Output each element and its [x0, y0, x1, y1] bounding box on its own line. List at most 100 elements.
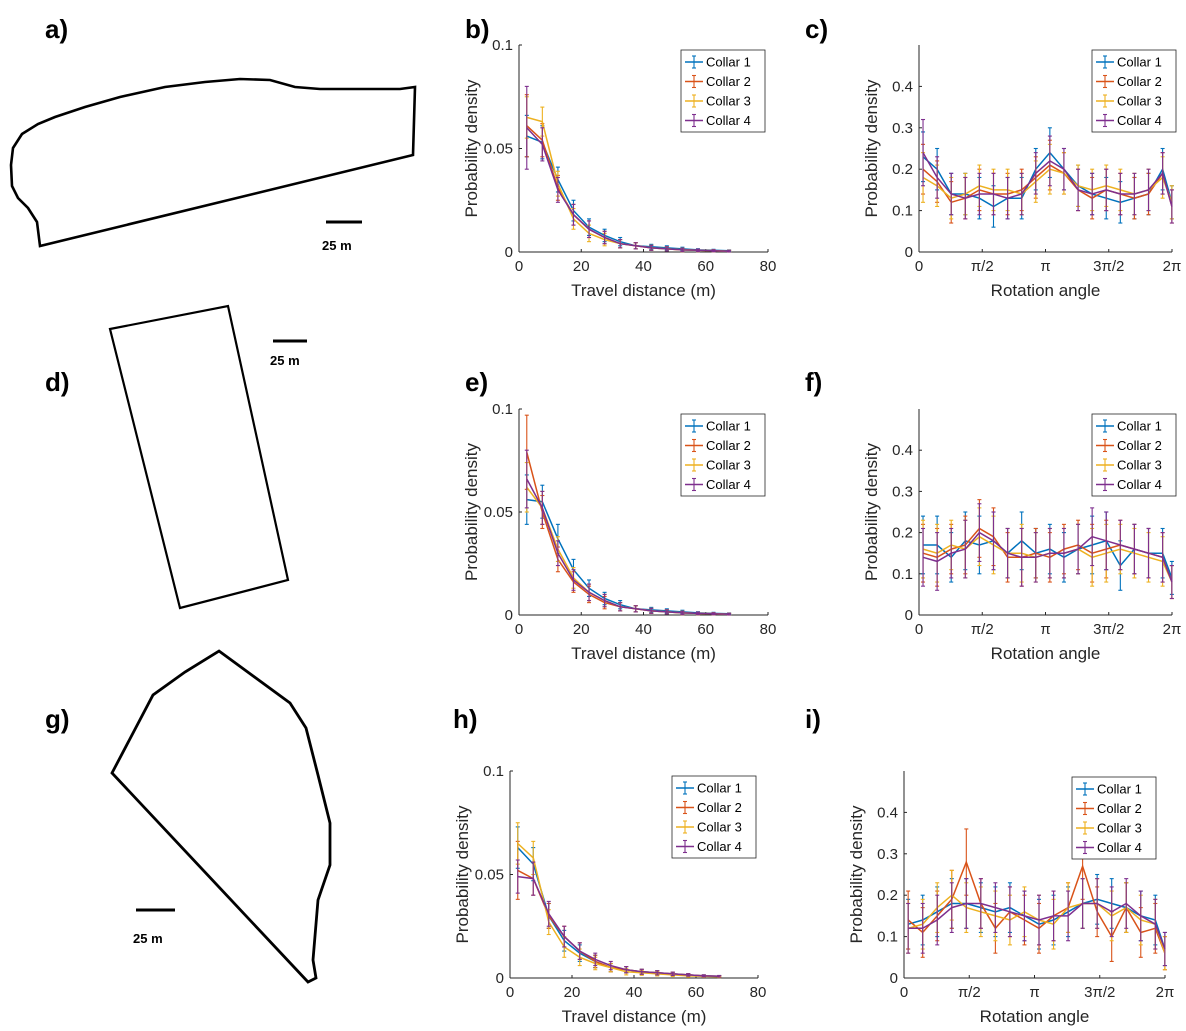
legend-label: Collar 2: [697, 800, 742, 815]
error-bar: [577, 942, 582, 960]
x-tick-label: 3π/2: [1093, 621, 1124, 638]
x-tick-label: 40: [626, 984, 643, 1001]
panel-label-a: a): [45, 14, 68, 44]
legend-label: Collar 3: [706, 458, 751, 473]
error-bar: [1061, 527, 1066, 579]
chart-panels: b) 0 20 40 60 80 0 0.05 0.1 Travel distance (m) Pr…: [453, 14, 1181, 1026]
error-bar: [1076, 168, 1081, 212]
error-bar: [695, 248, 700, 253]
y-tick-label: 0.2: [892, 525, 913, 542]
y-tick-label: 0: [505, 607, 513, 624]
chart-f: f) 0 π/2 π 3π/2 2π 0 0.1 0.2 0.3 0.4 Rotation angle…: [805, 367, 1181, 663]
error-bar: [1090, 507, 1095, 567]
legend-label: Collar 1: [697, 781, 742, 796]
series-2: [921, 139, 1174, 224]
series-4: [921, 118, 1174, 224]
legend-entry: Collar 4: [676, 839, 742, 854]
legend-entry: Collar 2: [1096, 74, 1162, 89]
legend-entry: Collar 1: [1096, 55, 1162, 70]
series-line: [526, 135, 730, 252]
error-bar: [1169, 565, 1174, 600]
x-tick-label: 80: [760, 258, 777, 275]
legend: Collar 1 Collar 2 Collar 3 Collar 4: [1091, 49, 1177, 133]
error-bar: [1033, 152, 1038, 195]
error-bar: [618, 602, 623, 612]
legend-label: Collar 3: [1117, 94, 1162, 109]
legend-entry: Collar 4: [1096, 113, 1162, 128]
error-bar: [977, 503, 982, 562]
series-4: [524, 449, 732, 616]
error-bar: [1132, 172, 1137, 216]
error-bar: [727, 249, 732, 253]
chart-i: i) 0 π/2 π 3π/2 2π 0 0.1 0.2 0.3 0.4 Rotation angle…: [805, 704, 1174, 1026]
chart-b: b) 0 20 40 60 80 0 0.05 0.1 Travel distance (m) Pr…: [462, 14, 776, 300]
error-bar: [963, 519, 968, 579]
y-axis-label: Probability density: [862, 79, 881, 217]
legend-label: Collar 1: [1097, 782, 1142, 797]
error-bar: [991, 172, 996, 216]
error-bar: [711, 249, 716, 253]
error-bar: [649, 244, 654, 251]
error-bar: [546, 900, 551, 927]
error-bar: [935, 156, 940, 199]
legend-entry: Collar 2: [676, 800, 742, 815]
x-tick-label: π: [1040, 621, 1050, 638]
x-tick-label: π: [1029, 984, 1039, 1001]
error-bar: [655, 970, 660, 976]
error-bar: [1005, 527, 1010, 579]
y-axis-label: Probability density: [462, 443, 481, 581]
legend-entry: Collar 1: [685, 419, 751, 434]
panel-label-d: d): [45, 367, 70, 397]
x-tick-label: π/2: [958, 984, 981, 1001]
error-bar: [963, 176, 968, 220]
error-bar: [1124, 878, 1129, 929]
legend-box: [1071, 776, 1157, 860]
legend-label: Collar 3: [706, 94, 751, 109]
error-bar: [991, 511, 996, 571]
legend-label: Collar 1: [706, 55, 751, 70]
error-bar: [993, 882, 998, 934]
error-bar: [587, 583, 592, 602]
error-bar: [964, 878, 969, 929]
legend-box: [680, 49, 766, 133]
x-tick-label: 3π/2: [1084, 984, 1115, 1001]
y-tick-label: 0.4: [877, 804, 898, 821]
legend: Collar 1 Collar 2 Collar 3 Collar 4: [671, 775, 757, 859]
x-tick-label: 20: [564, 984, 581, 1001]
panel-label-i: i): [805, 704, 821, 734]
x-axis-label: Travel distance (m): [571, 644, 716, 663]
error-bar: [587, 220, 592, 239]
error-bar: [949, 172, 954, 216]
error-bar: [1095, 878, 1100, 929]
scale-label-d: 25 m: [270, 353, 300, 368]
x-tick-label: 0: [900, 984, 908, 1001]
legend-entry: Collar 3: [685, 94, 751, 109]
error-bar: [1080, 878, 1085, 929]
error-bar: [555, 540, 560, 567]
legend-entry: Collar 2: [1096, 438, 1162, 453]
error-bar: [717, 974, 722, 978]
error-bar: [1005, 176, 1010, 220]
error-bar: [1090, 172, 1095, 216]
y-tick-label: 0.05: [484, 141, 513, 158]
series-4: [515, 859, 722, 978]
error-bar: [515, 859, 520, 894]
legend: Collar 1 Collar 2 Collar 3 Collar 4: [680, 49, 766, 133]
x-tick-label: 0: [515, 258, 523, 275]
series-line: [517, 869, 720, 978]
error-bar: [664, 609, 669, 615]
x-tick-label: 60: [697, 621, 714, 638]
error-bar: [1118, 519, 1123, 571]
legend-box: [680, 413, 766, 497]
x-tick-label: π/2: [971, 621, 994, 638]
error-bar: [1022, 890, 1027, 942]
panel-label-e: e): [465, 367, 488, 397]
panel-label-c: c): [805, 14, 828, 44]
legend-label: Collar 4: [706, 477, 751, 492]
error-bar: [1061, 147, 1066, 191]
error-bar: [695, 611, 700, 616]
y-tick-label: 0: [905, 244, 913, 261]
legend-label: Collar 4: [706, 113, 751, 128]
error-bar: [1076, 523, 1081, 575]
legend-entry: Collar 3: [1096, 458, 1162, 473]
